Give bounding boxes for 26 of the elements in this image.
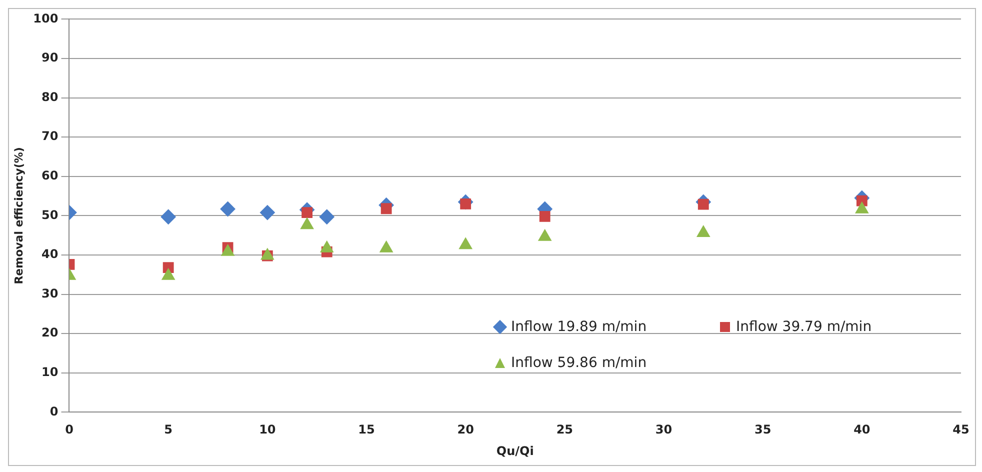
x-tick-label: 10 bbox=[259, 422, 276, 437]
x-tick-label: 45 bbox=[952, 422, 970, 437]
y-tick-label: 0 bbox=[50, 404, 58, 418]
x-tick-label: 5 bbox=[164, 422, 173, 437]
x-tick-label: 20 bbox=[457, 422, 474, 437]
x-tick-label: 25 bbox=[556, 422, 574, 437]
y-tick-label: 20 bbox=[42, 326, 58, 340]
y-tick-label: 40 bbox=[42, 247, 58, 262]
x-tick-label: 0 bbox=[65, 422, 74, 437]
y-tick-label: 10 bbox=[42, 365, 58, 380]
legend-label: Inflow 39.79 m/min bbox=[736, 319, 872, 335]
y-tick-label: 70 bbox=[42, 129, 58, 144]
y-tick-label: 60 bbox=[42, 168, 58, 183]
x-tick-label: 40 bbox=[854, 422, 870, 437]
y-axis-title: Removal efficiency(%) bbox=[12, 147, 26, 284]
x-tick-label: 15 bbox=[358, 422, 375, 437]
y-tick-label: 30 bbox=[42, 286, 58, 300]
x-tick-label: 30 bbox=[655, 422, 672, 437]
y-tick-label: 80 bbox=[42, 90, 58, 104]
legend-label: Inflow 19.89 m/min bbox=[511, 319, 647, 335]
y-tick-label: 100 bbox=[33, 11, 58, 26]
x-axis-title: Qu/Qi bbox=[496, 444, 534, 458]
x-tick-label: 35 bbox=[754, 422, 772, 437]
y-tick-label: 50 bbox=[42, 208, 58, 222]
legend-label: Inflow 59.86 m/min bbox=[511, 355, 647, 371]
y-tick-label: 90 bbox=[42, 50, 58, 65]
